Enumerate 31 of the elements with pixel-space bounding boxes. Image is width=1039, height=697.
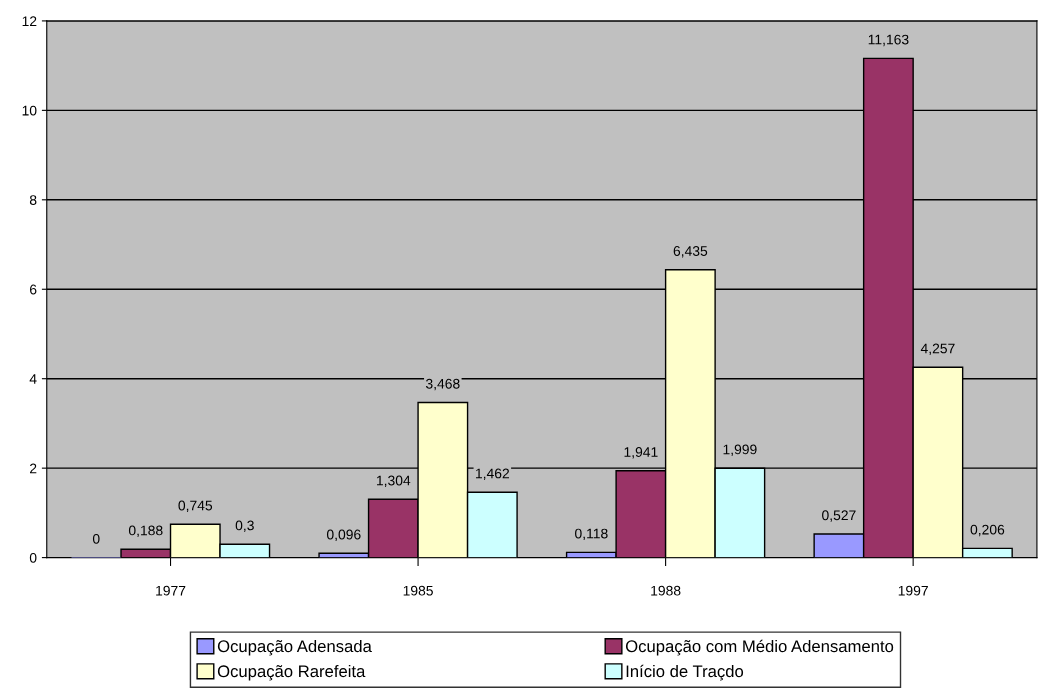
data-label: 3,468	[425, 378, 460, 391]
data-label: 0,206	[970, 524, 1005, 537]
data-label: 1,304	[377, 475, 411, 488]
legend-label: Ocupação com Médio Adensamento	[625, 639, 894, 656]
x-tick-label: 1985	[403, 585, 433, 596]
legend-label: Ocupação Rarefeita	[217, 664, 366, 681]
data-label: 1,462	[476, 468, 510, 480]
y-tick-label: 10	[22, 105, 37, 116]
data-label: 1,999	[723, 444, 757, 456]
x-tick-label: 1988	[651, 585, 681, 596]
data-label: 11,163	[868, 34, 909, 47]
y-tick-label: 12	[22, 16, 37, 26]
x-tick-label: 1997	[898, 585, 928, 596]
data-label: 4,257	[920, 343, 955, 355]
data-label: 0,118	[575, 528, 608, 541]
data-label: 0,527	[822, 510, 856, 522]
y-tick-label: 6	[30, 284, 37, 295]
legend-label: Início de Traçdo	[626, 664, 744, 681]
data-label: 0,096	[326, 529, 361, 542]
y-tick-label: 8	[29, 195, 37, 205]
legend-label: Ocupação Adensada	[217, 639, 372, 656]
data-label: 0,745	[178, 500, 213, 513]
data-label: 6,435	[673, 246, 708, 258]
y-tick-label: 4	[29, 374, 37, 384]
data-label: 1,941	[624, 447, 658, 459]
y-tick-label: 0	[29, 552, 37, 563]
data-label: 0,188	[128, 525, 163, 537]
data-label: 0	[92, 533, 100, 544]
y-tick-label: 2	[30, 463, 37, 474]
x-tick-label: 1977	[156, 585, 186, 596]
data-label: 0,3	[235, 520, 254, 532]
